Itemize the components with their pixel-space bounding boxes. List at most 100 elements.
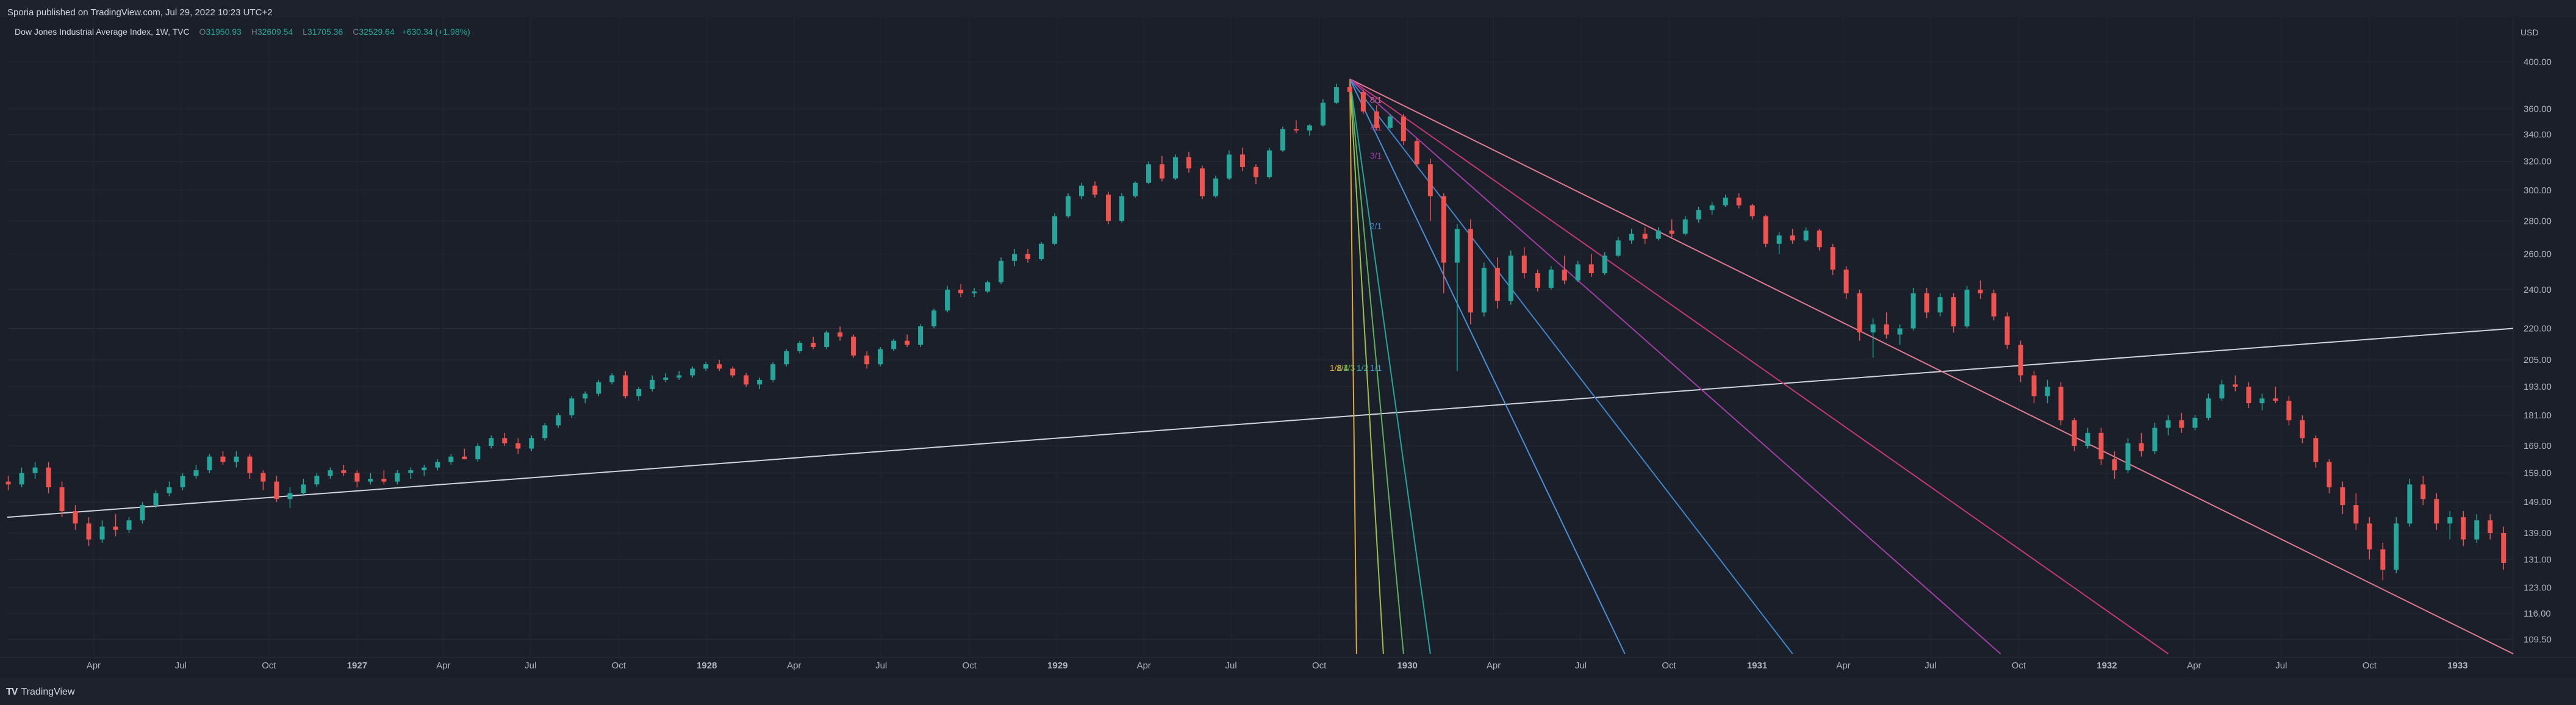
x-tick-label: Oct <box>612 660 626 671</box>
x-tick-label: 1932 <box>2097 660 2117 671</box>
candle-body <box>1159 164 1164 179</box>
candle-body <box>958 289 964 294</box>
candle-body <box>2367 523 2372 549</box>
candle-body <box>1937 297 1943 313</box>
candle-body <box>797 343 803 351</box>
candle-body <box>1521 256 1527 273</box>
candle-body <box>2031 375 2037 396</box>
x-tick-label: Oct <box>1662 660 1676 671</box>
candle-body <box>99 526 105 540</box>
fan-label: 1/4 <box>1336 363 1349 373</box>
candle-body <box>1280 129 1285 151</box>
candle-body <box>2139 443 2144 451</box>
candle-body <box>32 467 38 473</box>
x-tick-label: Oct <box>1312 660 1327 671</box>
grid <box>0 17 2576 678</box>
candle-body <box>1535 273 1540 288</box>
candle-body <box>1843 270 1849 294</box>
candle-body <box>1226 154 1232 179</box>
candle-body <box>126 520 132 530</box>
x-tick-label: 1929 <box>1047 660 1067 671</box>
candle-body <box>1978 289 1983 294</box>
candle-body <box>2353 505 2359 524</box>
candle-body <box>408 470 414 473</box>
candle-body <box>1253 166 1258 177</box>
candle-body <box>529 438 534 449</box>
candle-body <box>1910 293 1916 329</box>
candle-body <box>86 523 91 540</box>
x-tick-label: Jul <box>175 660 187 671</box>
candle-body <box>1884 324 1889 335</box>
candle-body <box>422 467 427 471</box>
x-tick-label: Jul <box>1225 660 1236 671</box>
candle-body <box>1669 231 1674 234</box>
candle-body <box>972 291 977 294</box>
candle-body <box>140 505 145 521</box>
fan-label: 1/3 <box>1343 363 1355 373</box>
y-tick-label: 116.00 <box>2524 609 2551 619</box>
y-tick-label: 220.00 <box>2524 323 2552 334</box>
candle-body <box>1441 196 1446 263</box>
candle-body <box>1696 210 1701 220</box>
candle-body <box>515 443 521 449</box>
candle-body <box>1481 268 1487 313</box>
low-label: L <box>303 27 307 37</box>
fan-line <box>1349 79 1384 654</box>
candle-body <box>931 310 937 327</box>
x-tick-label: Oct <box>2363 660 2377 671</box>
candle-body <box>2219 384 2225 399</box>
candle-body <box>1374 111 1379 128</box>
candle-body <box>1333 87 1339 103</box>
candle-body <box>676 375 682 378</box>
candle-body <box>2233 384 2238 387</box>
candle-body <box>1951 297 1956 327</box>
fan-line <box>1349 78 2001 654</box>
fan-line <box>1349 78 1793 654</box>
fan-label: 2/1 <box>1370 221 1382 231</box>
x-tick-label: Apr <box>87 660 101 671</box>
candle-body <box>2058 387 2064 421</box>
candle-body <box>838 332 843 337</box>
x-tick-label: 1927 <box>347 660 367 671</box>
y-tick-label: 400.00 <box>2524 57 2552 68</box>
candle-body <box>1897 328 1903 335</box>
candle-body <box>999 260 1004 282</box>
candle-body <box>234 456 239 462</box>
x-tick-label: 1928 <box>697 660 717 671</box>
candle-body <box>1562 270 1567 281</box>
fan-label: 3/1 <box>1370 151 1382 160</box>
candle-body <box>730 368 736 376</box>
candle-body <box>1039 243 1044 259</box>
candle-body <box>1629 234 1634 241</box>
y-tick-label: 159.00 <box>2524 468 2552 479</box>
candle-body <box>2340 487 2345 506</box>
x-tick-label: Apr <box>436 660 450 671</box>
candle-body <box>1615 240 1621 256</box>
candle-body <box>1106 195 1111 221</box>
candle-body <box>1360 91 1366 112</box>
candle-body <box>301 484 306 493</box>
candle-body <box>2125 443 2131 471</box>
footer-brand[interactable]: TV TradingView <box>6 684 75 700</box>
candle-body <box>690 368 695 376</box>
candle-body <box>757 379 762 385</box>
candle-body <box>556 415 561 426</box>
candle-body <box>609 375 615 382</box>
candle-body <box>2501 532 2506 563</box>
candle-body <box>1709 205 1715 210</box>
candle-body <box>583 393 588 399</box>
fan-label: 1/8 <box>1330 363 1342 373</box>
y-tick-label: 240.00 <box>2524 285 2552 295</box>
chart-background <box>0 17 2576 678</box>
x-tick-label: 1931 <box>1747 660 1767 671</box>
close-label: C <box>353 27 359 37</box>
x-tick-label: Jul <box>525 660 536 671</box>
candle-body <box>663 378 669 380</box>
candle-body <box>19 473 24 485</box>
candle-body <box>1414 141 1419 165</box>
open-label: O <box>199 27 206 37</box>
y-tick-label: 340.00 <box>2524 129 2552 140</box>
x-tick-label: Jul <box>875 660 887 671</box>
candle-body <box>1240 154 1245 167</box>
